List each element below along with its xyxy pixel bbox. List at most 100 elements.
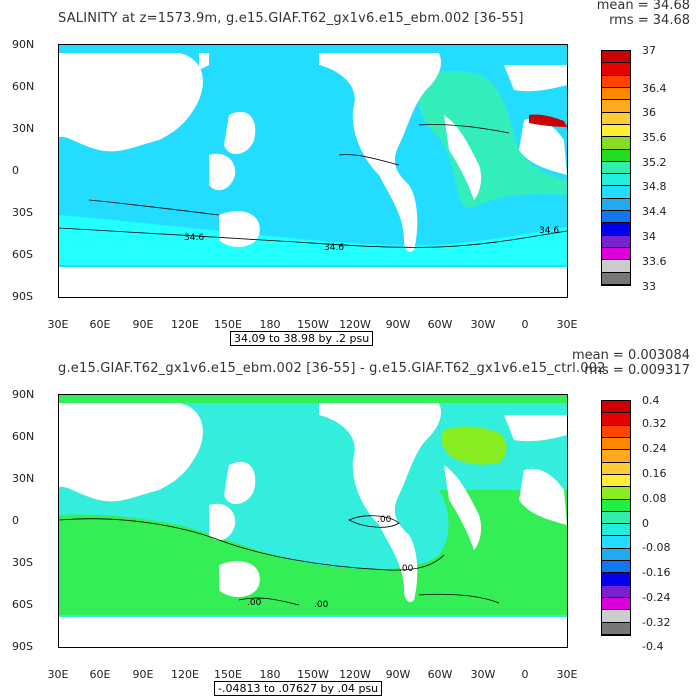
lon-label: 150E bbox=[214, 668, 242, 681]
contour-range-label: 34.09 to 38.98 by .2 psu bbox=[230, 331, 374, 346]
colorbar-swatch bbox=[602, 487, 630, 500]
colorbar-label: 0.4 bbox=[642, 394, 660, 407]
lon-label: 0 bbox=[521, 318, 529, 331]
colorbar-label: 34.8 bbox=[642, 180, 667, 193]
lon-label: 90E bbox=[132, 318, 154, 331]
atlantic-region bbox=[417, 70, 567, 208]
colorbar-swatch bbox=[602, 585, 630, 599]
colorbar-label: 37 bbox=[642, 44, 656, 57]
colorbar-label: 35.2 bbox=[642, 156, 667, 169]
colorbar-swatch bbox=[602, 272, 630, 285]
mediterranean-high bbox=[529, 114, 567, 127]
lon-label: 30E bbox=[47, 668, 69, 681]
colorbar-swatch bbox=[602, 100, 630, 113]
contour-label: .00 bbox=[399, 564, 414, 574]
colorbar-swatch bbox=[602, 425, 630, 438]
contour-label: 34.6 bbox=[539, 226, 559, 236]
lon-label: 60E bbox=[89, 318, 111, 331]
colorbar-swatch bbox=[602, 474, 630, 488]
land-masses bbox=[59, 403, 567, 647]
lat-label: 0 bbox=[12, 514, 19, 527]
colorbar-label: 34 bbox=[642, 230, 656, 243]
contour-range-label: -.04813 to .07627 by .04 psu bbox=[214, 681, 383, 696]
lat-label: 90N bbox=[12, 388, 35, 401]
contours bbox=[59, 124, 567, 248]
colorbar-label: -0.4 bbox=[642, 640, 664, 653]
colorbar-swatch bbox=[602, 499, 630, 512]
land-masses bbox=[59, 53, 567, 297]
lat-label: 90N bbox=[12, 38, 35, 51]
colorbar-label: 34.4 bbox=[642, 205, 667, 218]
lat-label: 90S bbox=[12, 290, 33, 303]
lon-label: 60W bbox=[427, 668, 453, 681]
colorbar-swatch bbox=[602, 450, 630, 463]
contour-label: 34.6 bbox=[184, 233, 204, 243]
colorbar-label: 0 bbox=[642, 517, 649, 530]
colorbar-swatch bbox=[602, 573, 630, 586]
lon-label: 60E bbox=[89, 668, 111, 681]
panel-title: SALINITY at z=1573.9m, g.e15.GIAF.T62_gx… bbox=[58, 11, 524, 26]
lon-label: 120W bbox=[339, 318, 371, 331]
lon-label: 30W bbox=[470, 318, 496, 331]
lon-label: 150W bbox=[297, 668, 329, 681]
colorbar-swatch bbox=[602, 561, 630, 574]
colorbar-label: -0.16 bbox=[642, 566, 671, 579]
lat-label: 30S bbox=[12, 556, 33, 569]
colorbar-swatch bbox=[602, 174, 630, 187]
lat-label: 60N bbox=[12, 430, 35, 443]
colorbar-swatch bbox=[602, 598, 630, 611]
colorbar-swatch bbox=[602, 437, 630, 451]
lon-label: 30E bbox=[556, 668, 578, 681]
colorbar-swatch bbox=[602, 610, 630, 623]
lon-label: 120W bbox=[339, 668, 371, 681]
colorbar-label: 36 bbox=[642, 106, 656, 119]
lat-label: 0 bbox=[12, 164, 19, 177]
colorbar-swatch bbox=[602, 211, 630, 224]
colorbar-label: 33.6 bbox=[642, 255, 667, 268]
colorbar-swatch bbox=[602, 161, 630, 175]
colorbar-label: 35.6 bbox=[642, 131, 667, 144]
colorbar-swatch bbox=[602, 198, 630, 212]
colorbar-label: 0.16 bbox=[642, 467, 667, 480]
colorbar-swatch bbox=[602, 413, 630, 426]
colorbar-swatch bbox=[602, 149, 630, 162]
colorbar-swatch bbox=[602, 235, 630, 249]
salinity-panel: SALINITY at z=1573.9m, g.e15.GIAF.T62_gx… bbox=[12, 0, 690, 346]
colorbar-swatch bbox=[602, 524, 630, 537]
colorbar-swatch bbox=[602, 260, 630, 273]
colorbar-swatch bbox=[602, 186, 630, 199]
lat-label: 60S bbox=[12, 598, 33, 611]
lon-label: 30E bbox=[47, 318, 69, 331]
colorbar-swatch bbox=[602, 137, 630, 150]
lon-label: 180 bbox=[259, 668, 281, 681]
lon-label: 30W bbox=[470, 668, 496, 681]
lon-label: 120E bbox=[171, 668, 199, 681]
colorbar-label: 36.4 bbox=[642, 82, 667, 95]
contour-label: .00 bbox=[377, 515, 392, 525]
lat-label: 60N bbox=[12, 80, 35, 93]
colorbar bbox=[601, 50, 631, 286]
colorbar-label: 0.32 bbox=[642, 417, 667, 430]
lon-label: 60W bbox=[427, 318, 453, 331]
arctic-strip bbox=[59, 395, 567, 403]
colorbar-swatch bbox=[602, 75, 630, 88]
map-plot: .00 .00 .00 .00 bbox=[58, 394, 568, 648]
lon-label: 30E bbox=[556, 318, 578, 331]
lat-label: 90S bbox=[12, 640, 33, 653]
colorbar-label: 33 bbox=[642, 280, 656, 293]
rms-stat: rms = 34.68 bbox=[609, 13, 690, 28]
colorbar-swatch bbox=[602, 462, 630, 475]
lat-label: 30S bbox=[12, 206, 33, 219]
lon-label: 150W bbox=[297, 318, 329, 331]
southern-ocean bbox=[59, 215, 567, 265]
colorbar-swatch bbox=[602, 63, 630, 76]
contour-label: .00 bbox=[314, 600, 329, 610]
southern-ocean bbox=[59, 490, 567, 615]
difference-panel: g.e15.GIAF.T62_gx1v6.e15_ebm.002 [36-55]… bbox=[0, 348, 700, 700]
contour-label: 34.6 bbox=[324, 243, 344, 253]
contour-label: .00 bbox=[247, 598, 262, 608]
lon-label: 180 bbox=[259, 318, 281, 331]
colorbar-swatch bbox=[602, 548, 630, 562]
lon-label: 120E bbox=[171, 318, 199, 331]
lon-label: 90E bbox=[132, 668, 154, 681]
